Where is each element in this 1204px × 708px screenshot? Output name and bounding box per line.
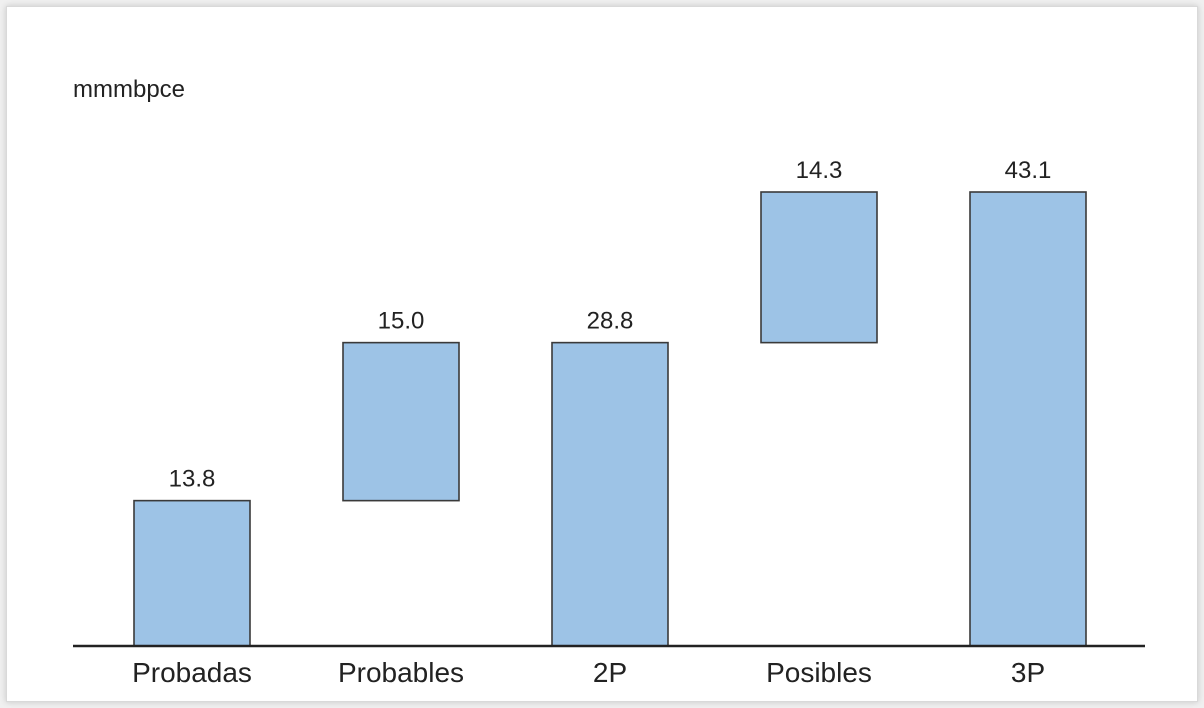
unit-label: mmmbpce <box>73 76 185 103</box>
value-label-2p: 28.8 <box>587 308 634 335</box>
bars-group <box>133 191 1087 647</box>
value-label-probadas: 13.8 <box>169 466 216 493</box>
bar-probables <box>342 341 460 502</box>
category-label-probables: Probables <box>338 657 464 688</box>
chart-card: mmmbpce 13.8 15.0 28.8 14.3 43.1 Probadas Pro… <box>6 6 1198 702</box>
bar-posibles <box>760 191 878 344</box>
value-label-posibles: 14.3 <box>796 157 843 184</box>
value-label-3p: 43.1 <box>1005 157 1052 184</box>
value-label-probables: 15.0 <box>378 308 425 335</box>
bar-probadas <box>133 499 251 647</box>
value-labels-group: 13.8 15.0 28.8 14.3 43.1 <box>169 157 1052 493</box>
category-label-probadas: Probadas <box>132 657 252 688</box>
category-label-2p: 2P <box>593 657 627 688</box>
category-label-3p: 3P <box>1011 657 1045 688</box>
bar-2p <box>551 341 669 647</box>
waterfall-chart: mmmbpce 13.815.0 28.814.3 43.1 Probadas Pro… <box>73 76 1145 688</box>
bar-3p <box>969 191 1087 647</box>
category-label-posibles: Posibles <box>766 657 872 688</box>
category-labels-group: Probadas Probables 2P Posibles 3P <box>132 657 1045 688</box>
